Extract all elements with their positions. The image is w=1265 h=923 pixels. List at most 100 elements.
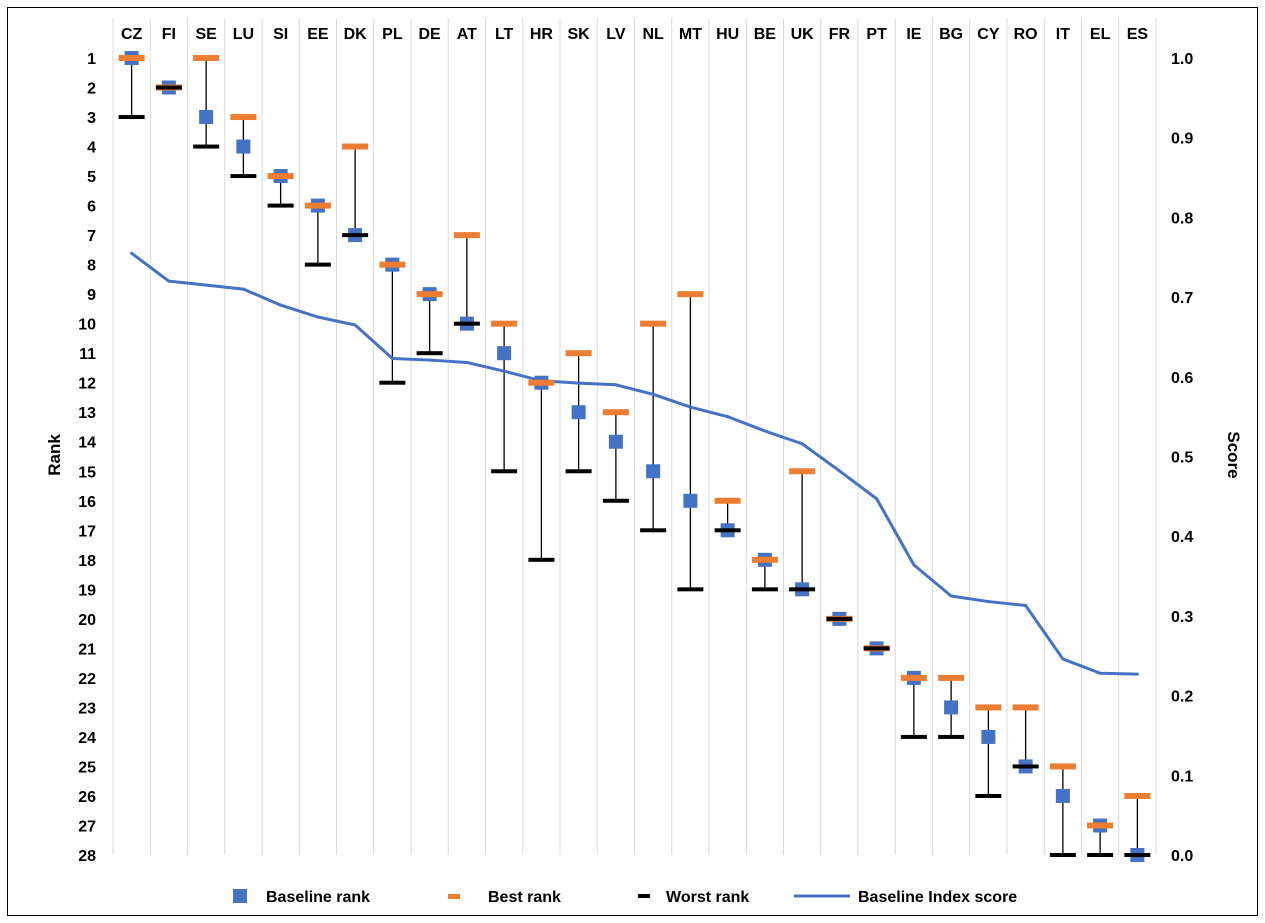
score-point-ie (912, 563, 916, 567)
y-tick-label: 17 (78, 523, 96, 540)
score-point-mt (688, 405, 692, 409)
worst-rank-marker-se (193, 144, 220, 149)
worst-rank-marker-lv (602, 498, 629, 503)
x-tick-label-pl: PL (382, 26, 403, 43)
y-tick-label: 19 (78, 582, 96, 599)
baseline-rank-marker-lv (608, 434, 623, 449)
legend-score-line-label: Baseline Index score (858, 889, 1017, 906)
worst-rank-marker-cz (118, 115, 145, 120)
best-rank-marker-lt (491, 320, 518, 327)
best-rank-marker-el (1087, 822, 1114, 829)
x-tick-label-pt: PT (866, 26, 887, 43)
y-tick-label: 12 (78, 376, 96, 393)
baseline-rank-marker-sk (571, 405, 586, 420)
best-rank-marker-sk (565, 350, 592, 357)
x-tick-label-lv: LV (606, 26, 626, 43)
best-rank-marker-ee (304, 202, 331, 209)
score-point-cy (986, 600, 990, 604)
y-tick-label: 16 (78, 494, 96, 511)
y2-tick-label: 0.9 (1171, 131, 1193, 148)
baseline-rank-marker-lt (497, 346, 512, 361)
x-tick-label-mt: MT (679, 26, 702, 43)
y-tick-label: 23 (78, 700, 96, 717)
best-rank-marker-cy (975, 704, 1002, 711)
x-tick-label-it: IT (1056, 26, 1070, 43)
x-tick-label-cy: CY (977, 26, 1000, 43)
x-tick-label-se: SE (195, 26, 217, 43)
y-axis-title: Rank (45, 434, 64, 476)
y2-tick-label: 0.1 (1171, 768, 1193, 785)
worst-rank-marker-pl (379, 380, 406, 385)
score-point-fi (167, 279, 171, 283)
x-tick-label-ee: EE (307, 26, 329, 43)
score-point-si (279, 303, 283, 307)
y2-tick-label: 0.8 (1171, 210, 1193, 227)
right-y-tick-labels: 1.0 0.9 0.8 0.7 0.6 0.5 0.4 0.3 0.2 0.1 0.0 (1171, 51, 1193, 865)
worst-rank-marker-es (1124, 853, 1151, 857)
x-tick-label-ie: IE (906, 26, 921, 43)
best-rank-marker-nl (640, 320, 667, 327)
y2-tick-label: 0.5 (1171, 450, 1193, 467)
score-point-be (763, 429, 767, 433)
best-rank-marker-es (1124, 792, 1151, 799)
x-tick-label-be: BE (754, 26, 777, 43)
y-tick-label: 4 (87, 140, 96, 157)
worst-rank-marker-mt (677, 587, 704, 592)
score-point-se (204, 283, 208, 287)
best-rank-marker-it (1049, 763, 1076, 770)
y-tick-label: 2 (87, 81, 96, 98)
y-tick-label: 9 (87, 287, 96, 304)
worst-rank-marker-bg (938, 734, 965, 739)
x-tick-label-fi: FI (162, 26, 176, 43)
y2-tick-label: 1.0 (1171, 51, 1193, 68)
worst-rank-marker-fi (155, 85, 182, 90)
y2-tick-label: 0.3 (1171, 609, 1193, 626)
worst-rank-marker-sk (565, 469, 592, 474)
worst-rank-marker-be (751, 587, 778, 592)
score-point-fr (837, 469, 841, 473)
x-tick-label-nl: NL (642, 26, 664, 43)
y2-tick-label: 0.4 (1171, 529, 1193, 546)
x-tick-label-fr: FR (829, 26, 851, 43)
x-tick-label-at: AT (457, 26, 477, 43)
best-rank-marker-cz (118, 55, 145, 61)
y2-tick-label: 0.7 (1171, 290, 1193, 307)
baseline-rank-marker-se (199, 110, 214, 125)
x-tick-label-lt: LT (495, 26, 514, 43)
y-tick-label: 20 (78, 612, 96, 629)
x-tick-label-sk: SK (568, 26, 591, 43)
y-tick-label: 14 (78, 435, 96, 452)
best-rank-marker-se (193, 55, 220, 61)
y-tick-label: 5 (87, 169, 96, 186)
best-rank-marker-uk (789, 468, 816, 475)
x-tick-label-de: DE (419, 26, 442, 43)
score-point-sk (577, 381, 581, 385)
best-rank-marker-hr (528, 379, 555, 386)
worst-rank-marker-lt (491, 469, 518, 474)
best-rank-marker-mt (677, 291, 704, 298)
score-point-bg (949, 594, 953, 598)
worst-rank-marker-ro (1012, 764, 1039, 769)
y2-tick-label: 0.0 (1171, 848, 1193, 865)
best-rank-marker-ro (1012, 704, 1039, 711)
baseline-index-score-line (130, 251, 1139, 676)
score-point-nl (651, 392, 655, 396)
y-tick-label: 21 (78, 641, 96, 658)
x-tick-label-lu: LU (233, 26, 254, 43)
worst-rank-marker-dk (342, 233, 369, 238)
score-point-lv (614, 383, 618, 387)
score-point-hu (726, 415, 730, 419)
legend-worst-rank-swatch (638, 894, 650, 898)
score-point-at (465, 360, 469, 364)
score-point-de (428, 358, 432, 362)
best-rank-marker-de (416, 291, 443, 298)
y-tick-label: 10 (78, 317, 96, 334)
worst-rank-marker-it (1049, 853, 1076, 857)
worst-rank-marker-at (453, 321, 480, 326)
best-rank-marker-bg (938, 674, 965, 681)
x-tick-labels: CZ FI SE LU SI EE DK PL DE AT LT HR SK LV NL MT HU BE UK FR… (121, 26, 1148, 43)
x-tick-label-el: EL (1090, 26, 1111, 43)
baseline-rank-marker-cy (981, 729, 996, 744)
worst-rank-marker-ie (900, 734, 927, 739)
score-point-el (1098, 671, 1102, 675)
